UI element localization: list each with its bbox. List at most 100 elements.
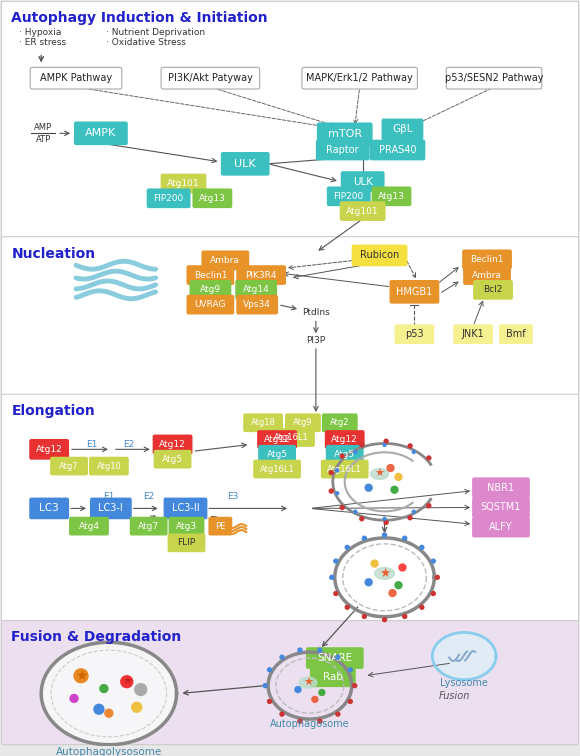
- Circle shape: [353, 683, 357, 688]
- Text: PE: PE: [215, 522, 226, 531]
- Circle shape: [389, 590, 396, 596]
- FancyBboxPatch shape: [161, 174, 206, 194]
- Circle shape: [263, 683, 267, 688]
- FancyBboxPatch shape: [472, 517, 530, 538]
- FancyBboxPatch shape: [89, 457, 129, 476]
- Circle shape: [132, 702, 142, 712]
- Text: Elongation: Elongation: [12, 404, 95, 418]
- Circle shape: [408, 444, 412, 448]
- Circle shape: [432, 591, 435, 596]
- Circle shape: [318, 648, 322, 652]
- FancyBboxPatch shape: [221, 152, 270, 175]
- Text: Rab: Rab: [323, 672, 343, 682]
- FancyBboxPatch shape: [1, 621, 579, 745]
- Text: Atg2: Atg2: [330, 418, 350, 427]
- Text: Atg5: Atg5: [162, 454, 183, 463]
- Text: SNARE: SNARE: [317, 653, 352, 663]
- FancyBboxPatch shape: [90, 497, 132, 519]
- FancyBboxPatch shape: [499, 324, 533, 344]
- Text: · Nutrient Deprivation: · Nutrient Deprivation: [106, 28, 205, 37]
- Circle shape: [383, 533, 386, 537]
- Circle shape: [280, 712, 284, 716]
- Text: Rubicon: Rubicon: [360, 250, 399, 260]
- FancyBboxPatch shape: [453, 324, 493, 344]
- Text: Atg16L1: Atg16L1: [327, 464, 362, 473]
- Circle shape: [412, 510, 415, 513]
- Circle shape: [365, 485, 372, 491]
- FancyBboxPatch shape: [29, 439, 69, 460]
- Circle shape: [121, 676, 133, 688]
- Circle shape: [348, 699, 352, 703]
- Text: E1: E1: [86, 441, 97, 449]
- Ellipse shape: [371, 469, 389, 479]
- Circle shape: [74, 669, 88, 683]
- Circle shape: [420, 606, 424, 609]
- Circle shape: [399, 564, 406, 571]
- Text: Atg13: Atg13: [378, 192, 405, 201]
- Circle shape: [336, 655, 340, 659]
- FancyBboxPatch shape: [30, 67, 122, 89]
- FancyBboxPatch shape: [382, 119, 423, 140]
- Text: Atg4: Atg4: [78, 522, 99, 531]
- Text: PRAS40: PRAS40: [379, 145, 416, 155]
- FancyBboxPatch shape: [351, 244, 407, 266]
- Circle shape: [267, 699, 271, 703]
- Text: Atg14: Atg14: [243, 285, 270, 294]
- Text: ★: ★: [375, 469, 385, 479]
- Text: UVRAG: UVRAG: [195, 300, 226, 309]
- Circle shape: [420, 545, 424, 550]
- FancyBboxPatch shape: [164, 497, 208, 519]
- Text: Atg7: Atg7: [138, 522, 160, 531]
- FancyBboxPatch shape: [372, 187, 411, 206]
- Text: p53/SESN2 Pathway: p53/SESN2 Pathway: [445, 73, 543, 83]
- Circle shape: [362, 615, 367, 618]
- Text: Atg13: Atg13: [199, 194, 226, 203]
- Ellipse shape: [299, 677, 317, 688]
- FancyBboxPatch shape: [472, 497, 530, 518]
- Circle shape: [403, 536, 407, 541]
- FancyBboxPatch shape: [257, 430, 297, 449]
- FancyBboxPatch shape: [154, 450, 191, 469]
- FancyBboxPatch shape: [316, 140, 369, 160]
- FancyBboxPatch shape: [369, 140, 425, 160]
- Circle shape: [408, 516, 412, 519]
- Circle shape: [345, 545, 349, 550]
- Text: p53: p53: [405, 329, 424, 339]
- FancyBboxPatch shape: [446, 67, 542, 89]
- Text: Lysosome: Lysosome: [440, 677, 488, 688]
- Text: Ambra: Ambra: [472, 271, 502, 280]
- Text: Atg101: Atg101: [346, 206, 379, 215]
- Text: FIP200: FIP200: [154, 194, 184, 203]
- Text: E2: E2: [143, 491, 154, 500]
- FancyBboxPatch shape: [285, 414, 321, 432]
- Circle shape: [371, 560, 378, 567]
- Circle shape: [329, 471, 334, 475]
- Text: E3: E3: [227, 491, 239, 500]
- FancyBboxPatch shape: [306, 647, 364, 669]
- Polygon shape: [41, 643, 176, 745]
- FancyBboxPatch shape: [310, 667, 356, 687]
- Text: MAPK/Erk1/2 Pathway: MAPK/Erk1/2 Pathway: [306, 73, 413, 83]
- Circle shape: [436, 575, 439, 579]
- FancyBboxPatch shape: [1, 237, 579, 396]
- Text: Atg18: Atg18: [251, 418, 276, 427]
- Text: ★: ★: [303, 677, 313, 688]
- Text: Atg9: Atg9: [200, 285, 221, 294]
- FancyBboxPatch shape: [390, 280, 439, 304]
- Circle shape: [365, 579, 372, 586]
- FancyBboxPatch shape: [130, 517, 168, 535]
- FancyBboxPatch shape: [169, 517, 204, 535]
- Circle shape: [267, 668, 271, 672]
- Text: Beclin1: Beclin1: [470, 255, 504, 264]
- Circle shape: [100, 685, 108, 692]
- FancyBboxPatch shape: [473, 280, 513, 299]
- FancyBboxPatch shape: [50, 457, 88, 476]
- Text: NBR1: NBR1: [487, 483, 514, 493]
- FancyBboxPatch shape: [394, 324, 434, 344]
- Text: E1: E1: [103, 491, 115, 500]
- FancyBboxPatch shape: [253, 460, 301, 479]
- Text: Atg9: Atg9: [293, 418, 313, 427]
- Circle shape: [362, 536, 367, 541]
- Text: FLIP: FLIP: [177, 538, 195, 547]
- Circle shape: [387, 465, 394, 472]
